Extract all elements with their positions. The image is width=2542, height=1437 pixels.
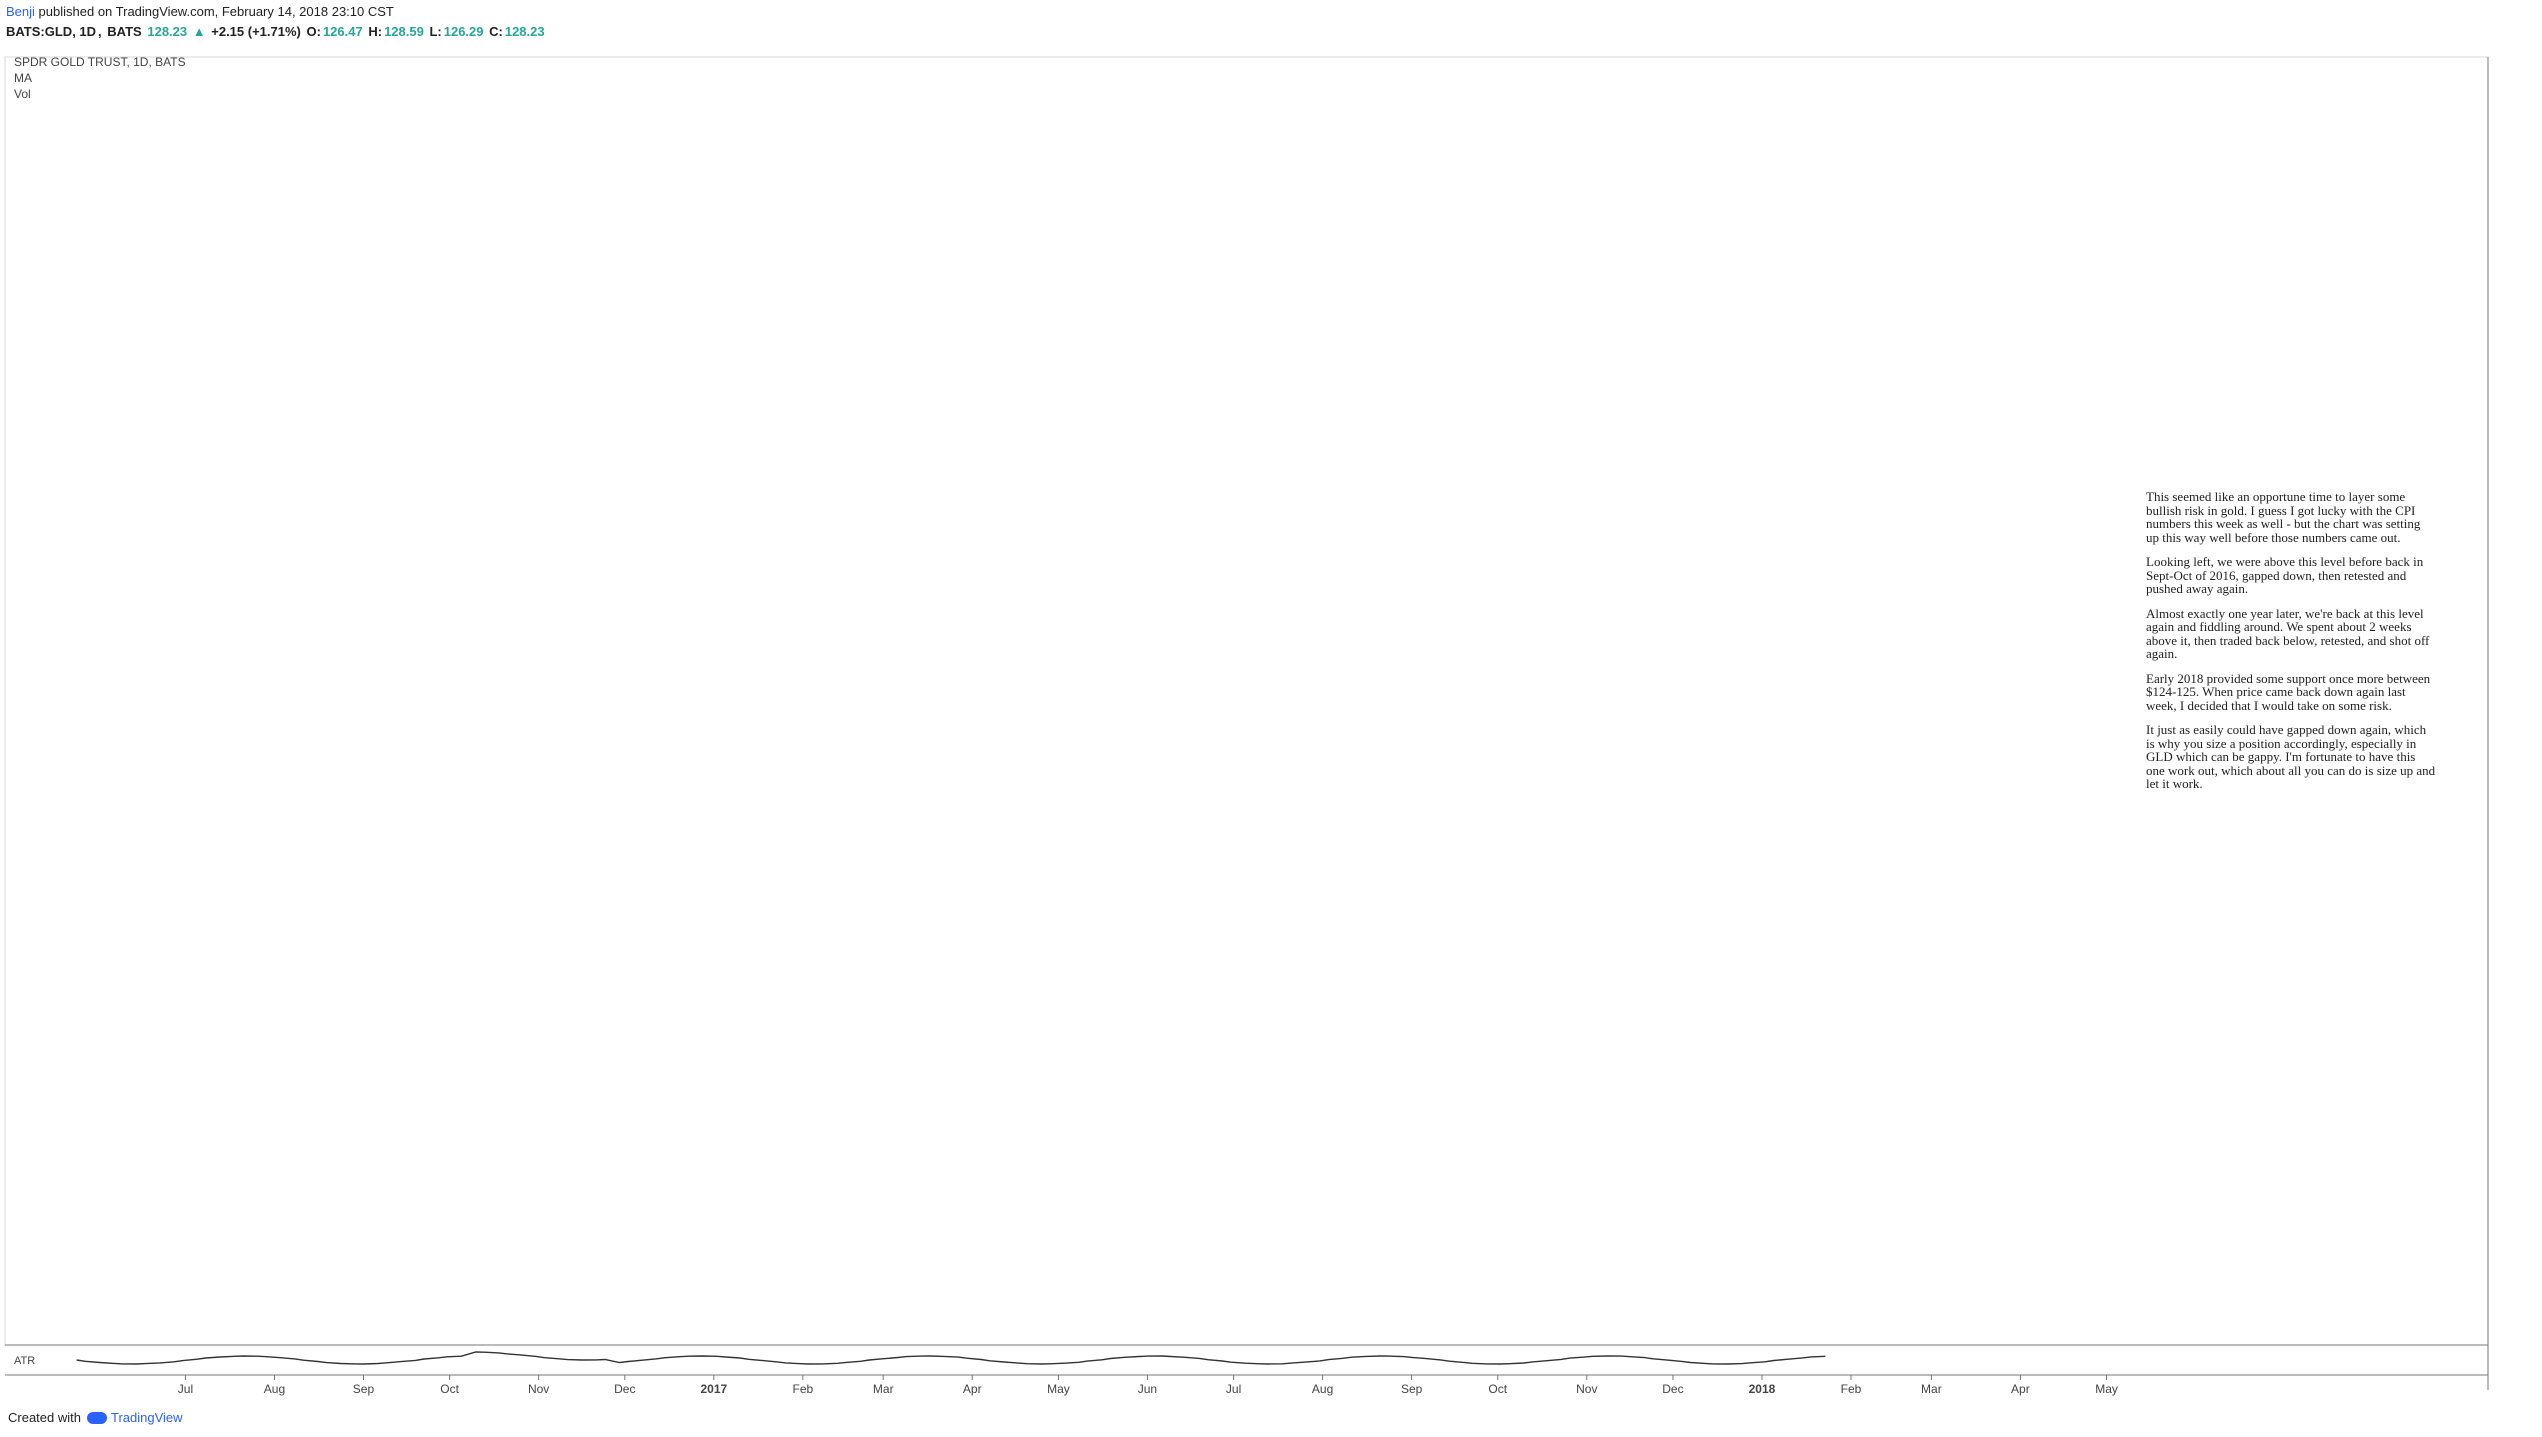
time-tick-label: May [2095, 1382, 2118, 1396]
price-chart[interactable]: 106.00107.00108.00109.00110.00111.00112.… [0, 44, 2542, 1404]
legend-title: SPDR GOLD TRUST, 1D, BATS [14, 55, 186, 69]
cloud-icon [86, 1411, 107, 1424]
plot-frame [4, 56, 2489, 1346]
time-tick-label: Aug [1312, 1382, 1333, 1396]
change-value: +2.15 (+1.71%) [211, 24, 301, 39]
legend-vol[interactable]: Vol [14, 87, 31, 101]
chart-legend: SPDR GOLD TRUST, 1D, BATS MA Vol [14, 54, 186, 102]
time-tick-label: Sep [353, 1382, 375, 1396]
time-tick-label: Sep [1401, 1382, 1423, 1396]
time-tick-label: Oct [1488, 1382, 1507, 1396]
note-paragraph-1: This seemed like an opportune time to la… [2146, 489, 2421, 545]
time-tick-label: Apr [963, 1382, 982, 1396]
last-price-value: 128.23 [147, 24, 188, 39]
time-tick-label: Mar [873, 1382, 894, 1396]
time-tick-label: Mar [1921, 1382, 1942, 1396]
time-tick-label: Aug [264, 1382, 285, 1396]
legend-ma[interactable]: MA [14, 71, 32, 85]
chart-header: Benji published on TradingView.com, Febr… [0, 0, 2542, 44]
note-paragraph-2: Looking left, we were above this level b… [2146, 554, 2424, 596]
note-paragraph-5: It just as easily could have gapped down… [2146, 722, 2436, 791]
time-tick-label: Jul [1226, 1382, 1241, 1396]
atr-label: ATR [14, 1355, 35, 1367]
tradingview-logo[interactable]: TradingView [86, 1410, 183, 1425]
up-triangle-icon: ▲ [192, 24, 206, 39]
publish-info: published on TradingView.com, February 1… [38, 4, 394, 19]
time-tick-label: Jun [1138, 1382, 1157, 1396]
exchange-label: BATS [107, 24, 142, 39]
time-tick-label: 2017 [700, 1382, 727, 1396]
high-value: 128.59 [384, 24, 424, 39]
time-tick-label: 2018 [1749, 1382, 1776, 1396]
footer: Created with TradingView [8, 1410, 183, 1425]
author-link[interactable]: Benji [6, 4, 35, 19]
time-tick-label: Feb [792, 1382, 813, 1396]
publish-line: Benji published on TradingView.com, Febr… [6, 4, 394, 19]
time-tick-label: Dec [614, 1382, 635, 1396]
time-tick-label: Nov [1576, 1382, 1597, 1396]
close-value: 128.23 [504, 24, 545, 39]
time-tick-label: Oct [440, 1382, 459, 1396]
created-with-label: Created with [8, 1410, 81, 1425]
time-tick-label: Nov [528, 1382, 549, 1396]
time-tick-label: Feb [1841, 1382, 1862, 1396]
low-value: 126.29 [443, 24, 484, 39]
atr-line [76, 1351, 1826, 1365]
note-paragraph-3: Almost exactly one year later, we're bac… [2146, 605, 2430, 661]
time-tick-label: Apr [2011, 1382, 2030, 1396]
time-tick-label: May [1047, 1382, 1070, 1396]
note-paragraph-4: Early 2018 provided some support once mo… [2146, 670, 2431, 713]
time-tick-label: Jul [178, 1382, 193, 1396]
tradingview-brand: TradingView [110, 1410, 183, 1425]
ohlc-line: BATS:GLD, 1D, BATS 128.23 ▲ +2.15 (+1.71… [6, 24, 545, 39]
chart-annotation-note[interactable]: This seemed like an opportune time to la… [2146, 490, 2436, 802]
symbol-label: BATS:GLD, 1D [6, 24, 97, 39]
open-value: 126.47 [322, 24, 363, 39]
time-tick-label: Dec [1662, 1382, 1683, 1396]
